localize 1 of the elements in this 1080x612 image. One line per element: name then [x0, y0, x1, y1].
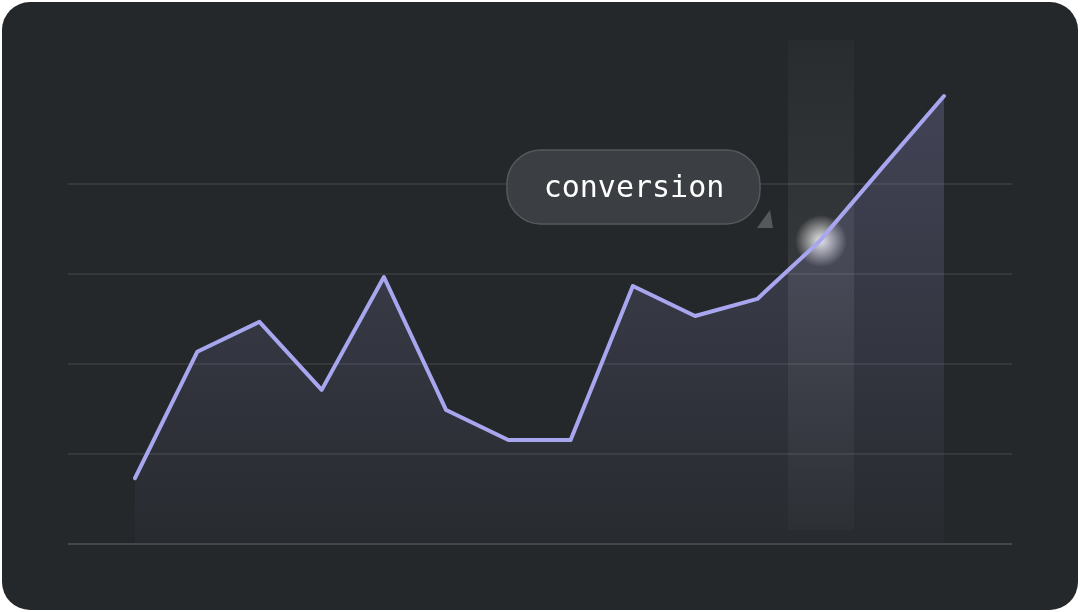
- annotation: conversion: [543, 168, 725, 204]
